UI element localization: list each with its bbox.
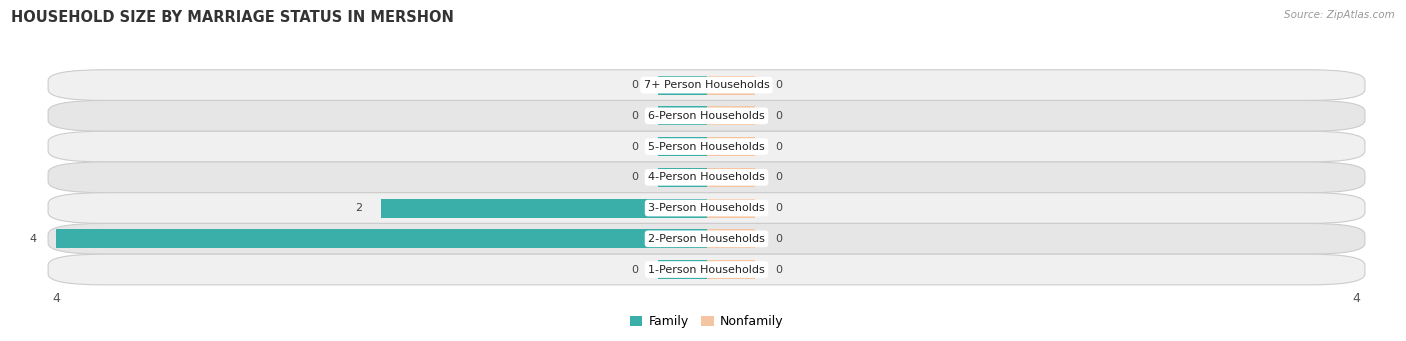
Bar [658,137,707,156]
Bar [707,168,755,187]
Text: 0: 0 [775,111,782,121]
Text: 7+ Person Households: 7+ Person Households [644,80,769,90]
Text: 0: 0 [775,203,782,213]
Bar [707,198,755,218]
FancyBboxPatch shape [48,254,1365,285]
FancyBboxPatch shape [48,223,1365,254]
Bar [707,76,755,95]
Text: 0: 0 [631,265,638,275]
Text: 2: 2 [354,203,361,213]
Bar [381,198,707,218]
Text: 0: 0 [631,80,638,90]
Text: 1-Person Households: 1-Person Households [648,265,765,275]
Bar [658,76,707,95]
Bar [707,260,755,279]
FancyBboxPatch shape [48,70,1365,101]
Text: 4-Person Households: 4-Person Households [648,172,765,182]
Bar [658,260,707,279]
Bar [707,106,755,125]
FancyBboxPatch shape [48,193,1365,223]
Text: 4: 4 [30,234,37,244]
Text: 3-Person Households: 3-Person Households [648,203,765,213]
Bar [56,229,707,248]
Bar [707,229,755,248]
Text: 0: 0 [775,265,782,275]
Bar [707,137,755,156]
Text: HOUSEHOLD SIZE BY MARRIAGE STATUS IN MERSHON: HOUSEHOLD SIZE BY MARRIAGE STATUS IN MER… [11,10,454,25]
Legend: Family, Nonfamily: Family, Nonfamily [630,315,783,328]
Text: Source: ZipAtlas.com: Source: ZipAtlas.com [1284,10,1395,20]
FancyBboxPatch shape [48,101,1365,131]
Text: 0: 0 [631,142,638,152]
Text: 2-Person Households: 2-Person Households [648,234,765,244]
Text: 6-Person Households: 6-Person Households [648,111,765,121]
Bar [658,168,707,187]
Text: 0: 0 [775,234,782,244]
FancyBboxPatch shape [48,162,1365,193]
Bar [658,106,707,125]
Text: 5-Person Households: 5-Person Households [648,142,765,152]
Text: 0: 0 [631,172,638,182]
Text: 0: 0 [775,142,782,152]
Text: 0: 0 [631,111,638,121]
FancyBboxPatch shape [48,131,1365,162]
Text: 0: 0 [775,172,782,182]
Text: 0: 0 [775,80,782,90]
